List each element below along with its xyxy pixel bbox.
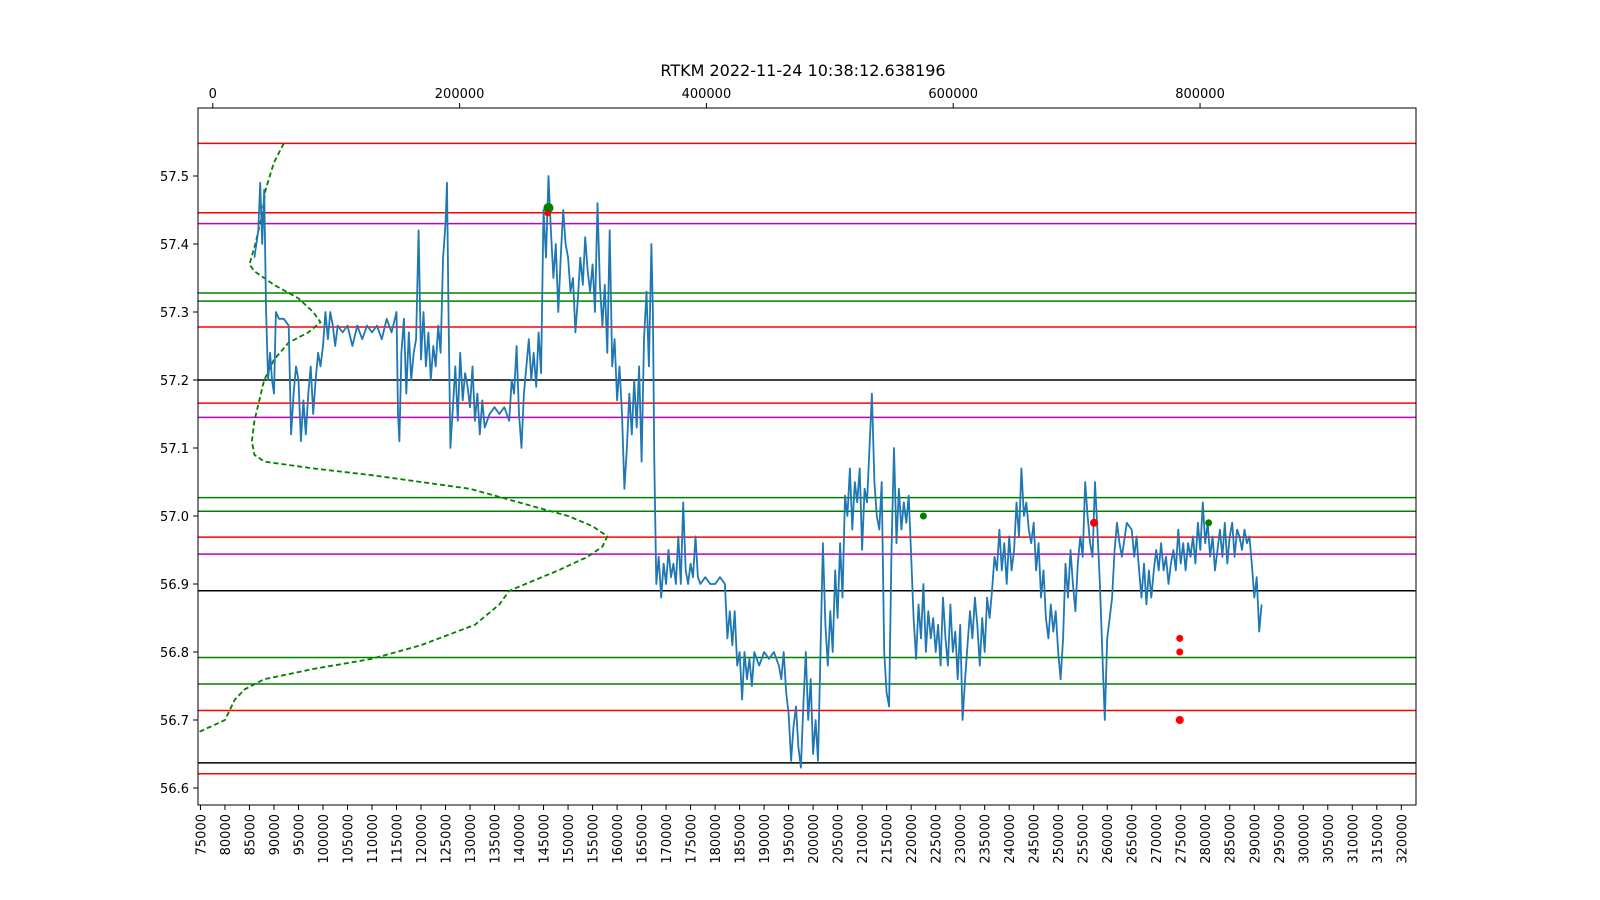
x-tick-label: 255000 bbox=[1077, 814, 1092, 864]
volume-profile-line bbox=[198, 142, 609, 734]
x-tick-label: 195000 bbox=[783, 814, 798, 864]
x-tick-label: 250000 bbox=[1052, 814, 1067, 864]
x-tick-label: 100000 bbox=[317, 814, 332, 864]
x-tick-label: 190000 bbox=[758, 814, 773, 864]
x-top-tick-label: 800000 bbox=[1175, 87, 1225, 102]
x-tick-label: 230000 bbox=[954, 814, 969, 864]
x-tick-label: 240000 bbox=[1003, 814, 1018, 864]
y-tick-label: 57.5 bbox=[160, 170, 189, 185]
x-tick-label: 135000 bbox=[489, 814, 504, 864]
x-tick-label: 90000 bbox=[268, 814, 283, 855]
x-tick-label: 160000 bbox=[611, 814, 626, 864]
y-tick-label: 57.1 bbox=[160, 442, 189, 457]
x-tick-label: 145000 bbox=[538, 814, 553, 864]
x-tick-label: 310000 bbox=[1346, 814, 1361, 864]
x-tick-label: 105000 bbox=[341, 814, 356, 864]
x-tick-label: 290000 bbox=[1248, 814, 1263, 864]
y-tick-label: 57.4 bbox=[160, 238, 189, 253]
signal-marker bbox=[1175, 716, 1184, 724]
chart-title: RTKM 2022-11-24 10:38:12.638196 bbox=[660, 61, 945, 80]
x-tick-label: 210000 bbox=[856, 814, 871, 864]
y-tick-label: 57.3 bbox=[160, 306, 189, 321]
y-tick-label: 57.0 bbox=[160, 510, 189, 525]
x-top-tick-label: 200000 bbox=[435, 87, 485, 102]
signal-marker bbox=[543, 202, 554, 213]
x-tick-label: 245000 bbox=[1028, 814, 1043, 864]
y-tick-label: 56.8 bbox=[160, 646, 189, 661]
x-tick-label: 150000 bbox=[562, 814, 577, 864]
x-tick-label: 285000 bbox=[1224, 814, 1239, 864]
x-tick-label: 110000 bbox=[366, 814, 381, 864]
x-tick-label: 320000 bbox=[1395, 814, 1410, 864]
x-top-tick-label: 600000 bbox=[928, 87, 978, 102]
x-tick-label: 155000 bbox=[587, 814, 602, 864]
y-tick-label: 57.2 bbox=[160, 374, 189, 389]
y-tick-label: 56.9 bbox=[160, 578, 189, 593]
x-tick-label: 280000 bbox=[1199, 814, 1214, 864]
x-tick-label: 200000 bbox=[807, 814, 822, 864]
signal-marker bbox=[1089, 518, 1098, 527]
plot-area bbox=[198, 142, 1416, 775]
x-tick-label: 120000 bbox=[415, 814, 430, 864]
plot-inner bbox=[198, 142, 1416, 775]
x-tick-label: 165000 bbox=[636, 814, 651, 864]
x-tick-label: 130000 bbox=[464, 814, 479, 864]
signal-marker bbox=[1176, 648, 1184, 656]
x-tick-label: 215000 bbox=[881, 814, 896, 864]
price-line bbox=[253, 175, 1263, 769]
x-tick-label: 140000 bbox=[513, 814, 528, 864]
x-tick-label: 85000 bbox=[243, 814, 258, 855]
x-tick-label: 315000 bbox=[1371, 814, 1386, 864]
x-tick-label: 80000 bbox=[219, 814, 234, 855]
y-tick-label: 56.7 bbox=[160, 714, 189, 729]
x-tick-label: 260000 bbox=[1101, 814, 1116, 864]
x-tick-label: 185000 bbox=[734, 814, 749, 864]
x-tick-label: 265000 bbox=[1126, 814, 1141, 864]
signal-marker bbox=[544, 210, 551, 217]
x-tick-label: 235000 bbox=[979, 814, 994, 864]
x-tick-label: 225000 bbox=[930, 814, 945, 864]
x-tick-label: 305000 bbox=[1322, 814, 1337, 864]
x-tick-label: 75000 bbox=[194, 814, 209, 855]
x-tick-label: 270000 bbox=[1150, 814, 1165, 864]
x-tick-label: 180000 bbox=[709, 814, 724, 864]
x-tick-label: 295000 bbox=[1273, 814, 1288, 864]
x-tick-label: 275000 bbox=[1175, 814, 1190, 864]
axes: 56.6 56.7 56.8 56.9 57.0 57.1 57.2 57.3 57.4 57.5… bbox=[160, 87, 1417, 864]
signal-marker bbox=[1176, 634, 1184, 642]
y-tick-label: 56.6 bbox=[160, 782, 189, 797]
x-top-tick-label: 400000 bbox=[682, 87, 732, 102]
x-tick-label: 95000 bbox=[292, 814, 307, 855]
x-tick-label: 220000 bbox=[905, 814, 920, 864]
signal-marker bbox=[1205, 519, 1213, 527]
signal-marker bbox=[919, 512, 927, 520]
x-tick-label: 115000 bbox=[391, 814, 406, 864]
x-tick-label: 205000 bbox=[832, 814, 847, 864]
plot-frame bbox=[197, 107, 1417, 806]
x-tick-label: 170000 bbox=[660, 814, 675, 864]
x-top-tick-label: 0 bbox=[209, 87, 217, 102]
x-tick-label: 175000 bbox=[685, 814, 700, 864]
x-tick-label: 300000 bbox=[1297, 814, 1312, 864]
x-tick-label: 125000 bbox=[440, 814, 455, 864]
